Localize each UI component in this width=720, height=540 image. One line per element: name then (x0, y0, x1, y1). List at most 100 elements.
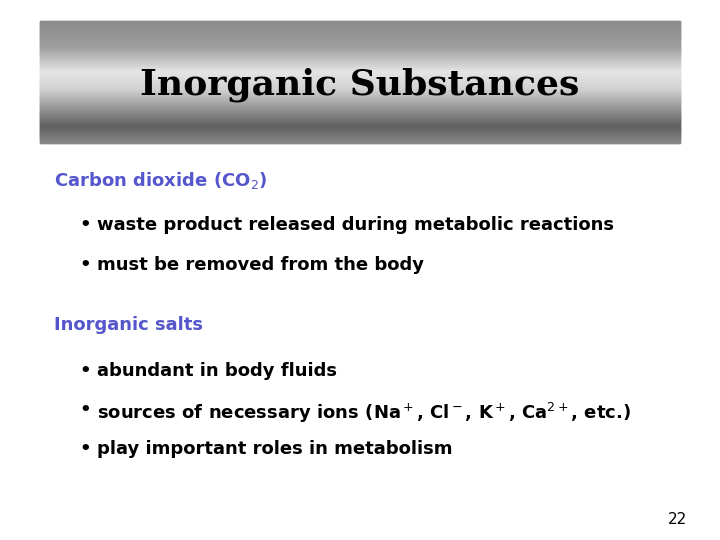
Bar (40, 69, 680, 70)
Bar (40, 79, 680, 80)
Bar (40, 99, 680, 100)
Bar (40, 130, 680, 131)
Bar (40, 136, 680, 137)
Bar (40, 94, 680, 95)
Bar (40, 141, 680, 142)
Bar (40, 78, 680, 79)
Bar (40, 47, 680, 48)
Bar (40, 82, 680, 83)
Bar (40, 78, 680, 79)
Bar (40, 53, 680, 54)
Bar (40, 43, 680, 44)
Bar (40, 59, 680, 60)
Bar (40, 49, 680, 50)
Bar (40, 69, 680, 70)
Bar (40, 133, 680, 134)
Bar (40, 58, 680, 59)
Bar (40, 92, 680, 93)
Bar (40, 96, 680, 97)
Bar (40, 54, 680, 55)
Bar (40, 37, 680, 38)
Bar (40, 45, 680, 46)
Bar (40, 62, 680, 63)
Bar (40, 109, 680, 110)
Bar (40, 122, 680, 123)
Text: Inorganic Substances: Inorganic Substances (140, 68, 580, 102)
Bar (40, 124, 680, 125)
Bar (40, 98, 680, 99)
Bar (40, 132, 680, 133)
Bar (40, 59, 680, 60)
Bar (40, 52, 680, 53)
Bar (40, 128, 680, 129)
Bar (40, 55, 680, 56)
Bar (40, 32, 680, 33)
Bar (40, 93, 680, 94)
Bar (40, 61, 680, 62)
Bar (40, 24, 680, 25)
Bar (40, 111, 680, 112)
Bar (40, 88, 680, 89)
Bar (40, 102, 680, 103)
Text: •: • (79, 216, 91, 234)
Bar (40, 74, 680, 75)
Bar (40, 73, 680, 75)
Bar (40, 38, 680, 39)
Bar (40, 46, 680, 47)
Bar (40, 71, 680, 72)
Bar (40, 79, 680, 80)
Bar (40, 124, 680, 125)
Bar (40, 107, 680, 108)
Bar (40, 109, 680, 110)
Bar (40, 90, 680, 91)
Bar (40, 26, 680, 27)
Bar (40, 22, 680, 23)
Bar (40, 132, 680, 133)
Bar (40, 99, 680, 100)
Bar (40, 103, 680, 104)
Bar (40, 135, 680, 136)
Bar (40, 35, 680, 36)
Bar (40, 62, 680, 63)
Bar (40, 55, 680, 56)
Bar (40, 119, 680, 120)
Bar (40, 107, 680, 108)
Bar (40, 48, 680, 49)
Bar (40, 62, 680, 63)
Bar (40, 130, 680, 131)
Bar (40, 133, 680, 134)
Bar (40, 69, 680, 70)
Text: •: • (79, 440, 91, 457)
Bar (40, 131, 680, 132)
Bar (40, 34, 680, 35)
Bar (40, 131, 680, 132)
Bar (40, 97, 680, 98)
Text: Inorganic salts: Inorganic salts (54, 316, 203, 334)
Bar (40, 56, 680, 57)
Bar (40, 77, 680, 78)
Bar (40, 63, 680, 64)
Bar (40, 40, 680, 42)
Bar (40, 120, 680, 121)
Bar (40, 87, 680, 89)
Bar (40, 83, 680, 84)
Bar (40, 30, 680, 31)
Bar (40, 119, 680, 120)
Bar (40, 37, 680, 38)
Bar (40, 54, 680, 55)
Bar (40, 29, 680, 30)
Bar (40, 78, 680, 79)
Bar (40, 50, 680, 51)
Bar (40, 57, 680, 58)
Bar (40, 21, 680, 22)
Bar (40, 72, 680, 73)
Bar (40, 138, 680, 139)
Bar (40, 71, 680, 72)
Bar (40, 108, 680, 109)
Bar (40, 108, 680, 109)
Bar (40, 46, 680, 47)
Bar (40, 87, 680, 88)
Bar (40, 59, 680, 60)
Bar (40, 66, 680, 68)
Bar (40, 95, 680, 96)
